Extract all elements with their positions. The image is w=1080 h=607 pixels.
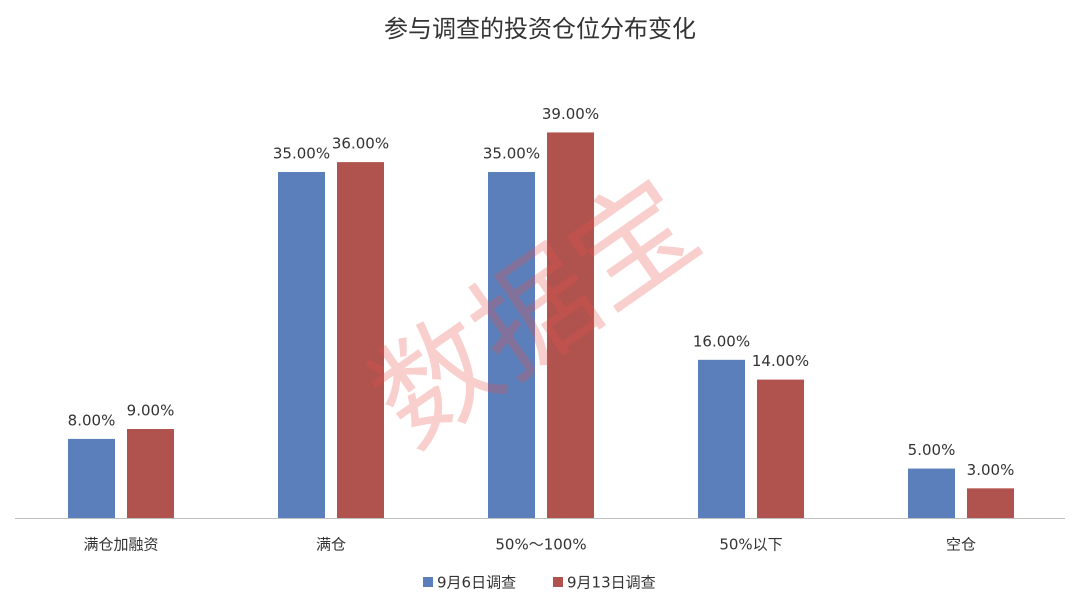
legend-swatch — [423, 577, 433, 587]
x-tick-label: 50%以下 — [719, 536, 782, 554]
bar — [127, 429, 174, 518]
bar — [967, 488, 1014, 518]
x-tick-label: 50%～100% — [495, 536, 586, 554]
value-label: 39.00% — [542, 105, 599, 123]
bar — [698, 359, 745, 518]
legend-label: 9月13日调查 — [567, 574, 656, 592]
bar — [278, 171, 325, 519]
value-label: 36.00% — [332, 135, 389, 153]
bar — [488, 171, 535, 519]
x-tick-label: 空仓 — [946, 536, 976, 554]
legend-swatch — [553, 577, 563, 587]
bar — [757, 379, 804, 518]
bar — [547, 132, 594, 519]
x-tick-label: 满仓 — [316, 536, 346, 554]
chart-title: 参与调查的投资仓位分布变化 — [384, 15, 696, 43]
value-label: 14.00% — [752, 352, 809, 370]
value-label: 16.00% — [693, 332, 750, 350]
bar — [68, 438, 115, 518]
value-label: 35.00% — [483, 144, 540, 162]
bar — [337, 162, 384, 518]
x-tick-label: 满仓加融资 — [83, 536, 158, 554]
bar — [908, 468, 955, 518]
value-label: 8.00% — [68, 411, 116, 429]
legend-label: 9月6日调查 — [437, 574, 516, 592]
value-label: 35.00% — [273, 144, 330, 162]
value-label: 9.00% — [127, 402, 175, 420]
value-label: 5.00% — [908, 441, 956, 459]
value-label: 3.00% — [967, 461, 1015, 479]
